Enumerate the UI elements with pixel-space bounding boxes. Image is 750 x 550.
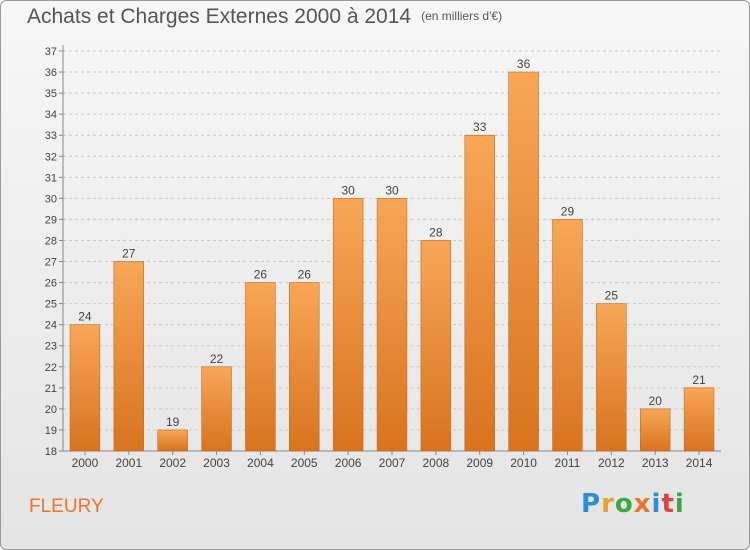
x-tick-label: 2013 <box>642 456 669 470</box>
data-label: 21 <box>692 373 706 387</box>
data-label: 30 <box>341 183 355 197</box>
data-label: 30 <box>385 183 399 197</box>
y-tick-label: 34 <box>45 109 57 121</box>
bar <box>596 303 627 452</box>
bar <box>639 408 671 452</box>
y-tick-label: 30 <box>45 193 57 205</box>
logo-letter: o <box>614 489 634 519</box>
bar <box>420 240 452 452</box>
x-tick-label: 2012 <box>598 456 625 470</box>
x-tick-label: 2011 <box>555 456 581 470</box>
data-label: 26 <box>298 268 312 282</box>
x-tick-label: 2004 <box>247 456 274 470</box>
y-tick-label: 19 <box>45 425 57 437</box>
bar <box>113 261 145 452</box>
bar <box>552 219 583 452</box>
bar <box>683 387 715 452</box>
chart-title: Achats et Charges Externes 2000 à 2014 (e… <box>27 5 502 29</box>
x-tick-label: 2003 <box>203 456 230 470</box>
logo-letter: i <box>674 489 685 519</box>
bar <box>289 282 320 452</box>
y-tick-label: 36 <box>45 67 57 79</box>
y-tick-label: 20 <box>45 404 57 416</box>
bar <box>508 71 539 452</box>
logo-letter: i <box>651 489 662 519</box>
y-tick-label: 29 <box>45 214 57 226</box>
chart-subtitle: (en milliers d'€) <box>421 9 503 23</box>
data-label: 29 <box>561 204 575 218</box>
data-label: 26 <box>254 268 268 282</box>
y-tick-label: 26 <box>45 278 57 290</box>
bar <box>464 134 495 452</box>
y-tick-label: 32 <box>45 151 57 163</box>
x-tick-label: 2001 <box>115 456 142 470</box>
bar <box>69 324 101 452</box>
bar <box>157 429 188 452</box>
y-tick-label: 27 <box>45 257 57 269</box>
data-label: 33 <box>473 120 487 134</box>
y-tick-label: 24 <box>45 320 57 332</box>
x-tick-label: 2009 <box>466 456 493 470</box>
data-label: 20 <box>649 394 663 408</box>
y-tick-label: 18 <box>45 446 57 458</box>
x-tick-label: 2000 <box>72 456 99 470</box>
bar <box>376 198 408 452</box>
commune-name: FLEURY <box>29 496 104 517</box>
x-tick-label: 2005 <box>291 456 318 470</box>
bar <box>201 366 232 452</box>
y-tick-label: 35 <box>45 88 57 100</box>
y-tick-label: 37 <box>45 46 57 58</box>
x-tick-label: 2002 <box>159 456 186 470</box>
y-tick-label: 23 <box>45 341 57 353</box>
y-tick-label: 28 <box>45 235 57 247</box>
data-label: 28 <box>429 225 443 239</box>
logo-letter: x <box>633 489 652 519</box>
data-label: 22 <box>210 352 224 366</box>
data-label: 24 <box>78 310 92 324</box>
data-label: 19 <box>166 415 180 429</box>
bar <box>332 198 364 452</box>
y-tick-label: 22 <box>45 362 57 374</box>
x-tick-label: 2008 <box>423 456 450 470</box>
logo-letter: t <box>661 489 675 519</box>
y-tick-label: 25 <box>45 299 57 311</box>
x-tick-label: 2014 <box>686 456 713 470</box>
data-label: 36 <box>517 57 531 71</box>
data-label: 27 <box>122 247 136 261</box>
proxiti-logo[interactable]: Proxiti <box>581 489 685 519</box>
logo-letter: P <box>581 489 602 519</box>
logo-letter: r <box>601 489 615 519</box>
bar <box>245 282 276 452</box>
y-tick-label: 31 <box>45 172 57 184</box>
y-tick-label: 33 <box>45 130 57 142</box>
data-label: 25 <box>605 289 619 303</box>
chart-title-text: Achats et Charges Externes 2000 à 2014 <box>27 5 412 28</box>
x-tick-label: 2007 <box>379 456 406 470</box>
x-tick-label: 2006 <box>335 456 362 470</box>
y-tick-label: 21 <box>45 383 57 395</box>
x-tick-label: 2010 <box>510 456 537 470</box>
